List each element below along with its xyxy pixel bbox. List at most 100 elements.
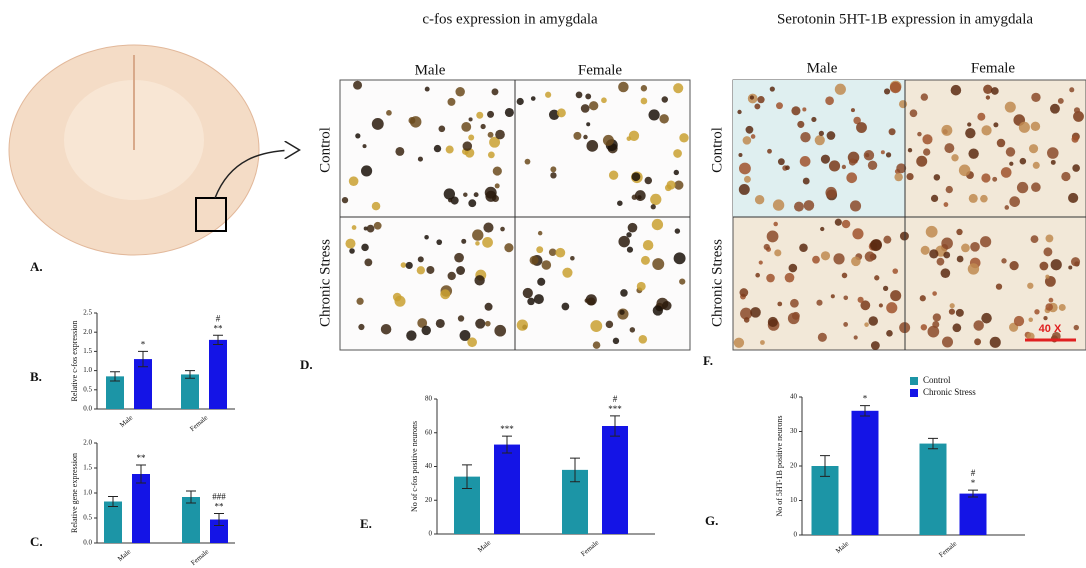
cell <box>459 330 471 341</box>
cell <box>454 252 464 263</box>
cell <box>864 251 876 262</box>
cell <box>820 154 830 164</box>
cell <box>920 93 929 101</box>
significance-mark: ** <box>137 453 147 463</box>
cell <box>659 114 669 124</box>
cell <box>395 147 405 156</box>
cell <box>362 144 367 149</box>
cell <box>791 106 801 116</box>
cell <box>634 190 646 201</box>
cell <box>750 134 756 139</box>
panel-label: D. <box>300 357 313 372</box>
cell <box>766 230 779 243</box>
cell <box>463 192 468 197</box>
row-label: Chronic Stress <box>317 239 333 327</box>
column-label: Male <box>415 62 446 78</box>
cell <box>408 116 416 124</box>
error-bar <box>108 496 118 507</box>
cell <box>457 315 465 322</box>
cell <box>952 323 962 333</box>
cell <box>575 91 583 99</box>
cell <box>674 180 684 190</box>
error-bar <box>110 371 120 382</box>
cell <box>932 320 940 328</box>
cell <box>1048 297 1054 303</box>
cell <box>640 97 648 105</box>
cell <box>967 122 972 127</box>
cell <box>447 97 456 106</box>
cell <box>958 164 971 177</box>
cell <box>857 296 864 303</box>
cell <box>435 318 445 328</box>
y-tick-label: 2.0 <box>83 439 92 447</box>
bar <box>134 359 152 409</box>
cell <box>537 277 546 286</box>
cell <box>883 88 891 95</box>
cell <box>763 243 770 251</box>
cell <box>941 336 954 348</box>
cell <box>923 148 931 156</box>
cell <box>1019 157 1027 165</box>
cell <box>1070 257 1081 267</box>
cell <box>812 255 820 264</box>
cell <box>811 116 817 123</box>
cell <box>1016 181 1029 194</box>
cell <box>1000 167 1012 178</box>
y-tick-label: 40 <box>425 462 433 470</box>
cell <box>475 318 486 329</box>
significance-mark: ** <box>215 502 225 512</box>
cell <box>878 303 883 308</box>
arrow <box>214 150 298 199</box>
x-tick-label: Female <box>579 539 600 558</box>
cell <box>754 103 761 110</box>
cell <box>353 80 363 90</box>
cell <box>920 324 928 331</box>
panel-label: G. <box>705 513 718 528</box>
cell <box>673 83 684 94</box>
cell <box>550 172 557 179</box>
cell <box>516 319 529 331</box>
cell <box>785 165 790 171</box>
cell <box>754 194 765 205</box>
cell <box>358 323 365 331</box>
cell <box>925 225 938 238</box>
cell <box>841 272 848 279</box>
cell <box>524 158 531 165</box>
cell <box>417 156 423 162</box>
bar <box>182 497 200 543</box>
cell <box>940 268 951 278</box>
cell <box>618 81 629 93</box>
cell <box>679 278 686 285</box>
cell <box>537 230 543 236</box>
cell <box>738 162 751 175</box>
y-tick-label: 20 <box>790 462 798 470</box>
cell <box>907 148 913 153</box>
cell <box>769 86 775 92</box>
cell <box>584 298 589 303</box>
cell <box>955 308 964 317</box>
cell <box>853 335 858 340</box>
significance-mark: # <box>971 468 976 478</box>
cell <box>930 194 939 203</box>
cell <box>652 305 664 316</box>
cell <box>618 235 630 248</box>
cell <box>890 290 902 302</box>
cell <box>570 255 575 261</box>
cell <box>833 253 845 265</box>
cell <box>929 249 939 259</box>
cell <box>841 164 847 170</box>
cell <box>652 258 665 271</box>
cell <box>1073 107 1081 114</box>
cell <box>1043 247 1053 257</box>
x-tick-label: Female <box>189 548 210 567</box>
panel-label: B. <box>30 369 42 384</box>
cell <box>870 341 880 350</box>
cell <box>629 327 636 333</box>
cell <box>830 294 835 299</box>
cell <box>797 120 805 128</box>
cell <box>601 97 607 104</box>
cell <box>364 258 373 267</box>
cell <box>1057 98 1064 104</box>
cell <box>814 135 825 146</box>
cell <box>617 200 623 206</box>
